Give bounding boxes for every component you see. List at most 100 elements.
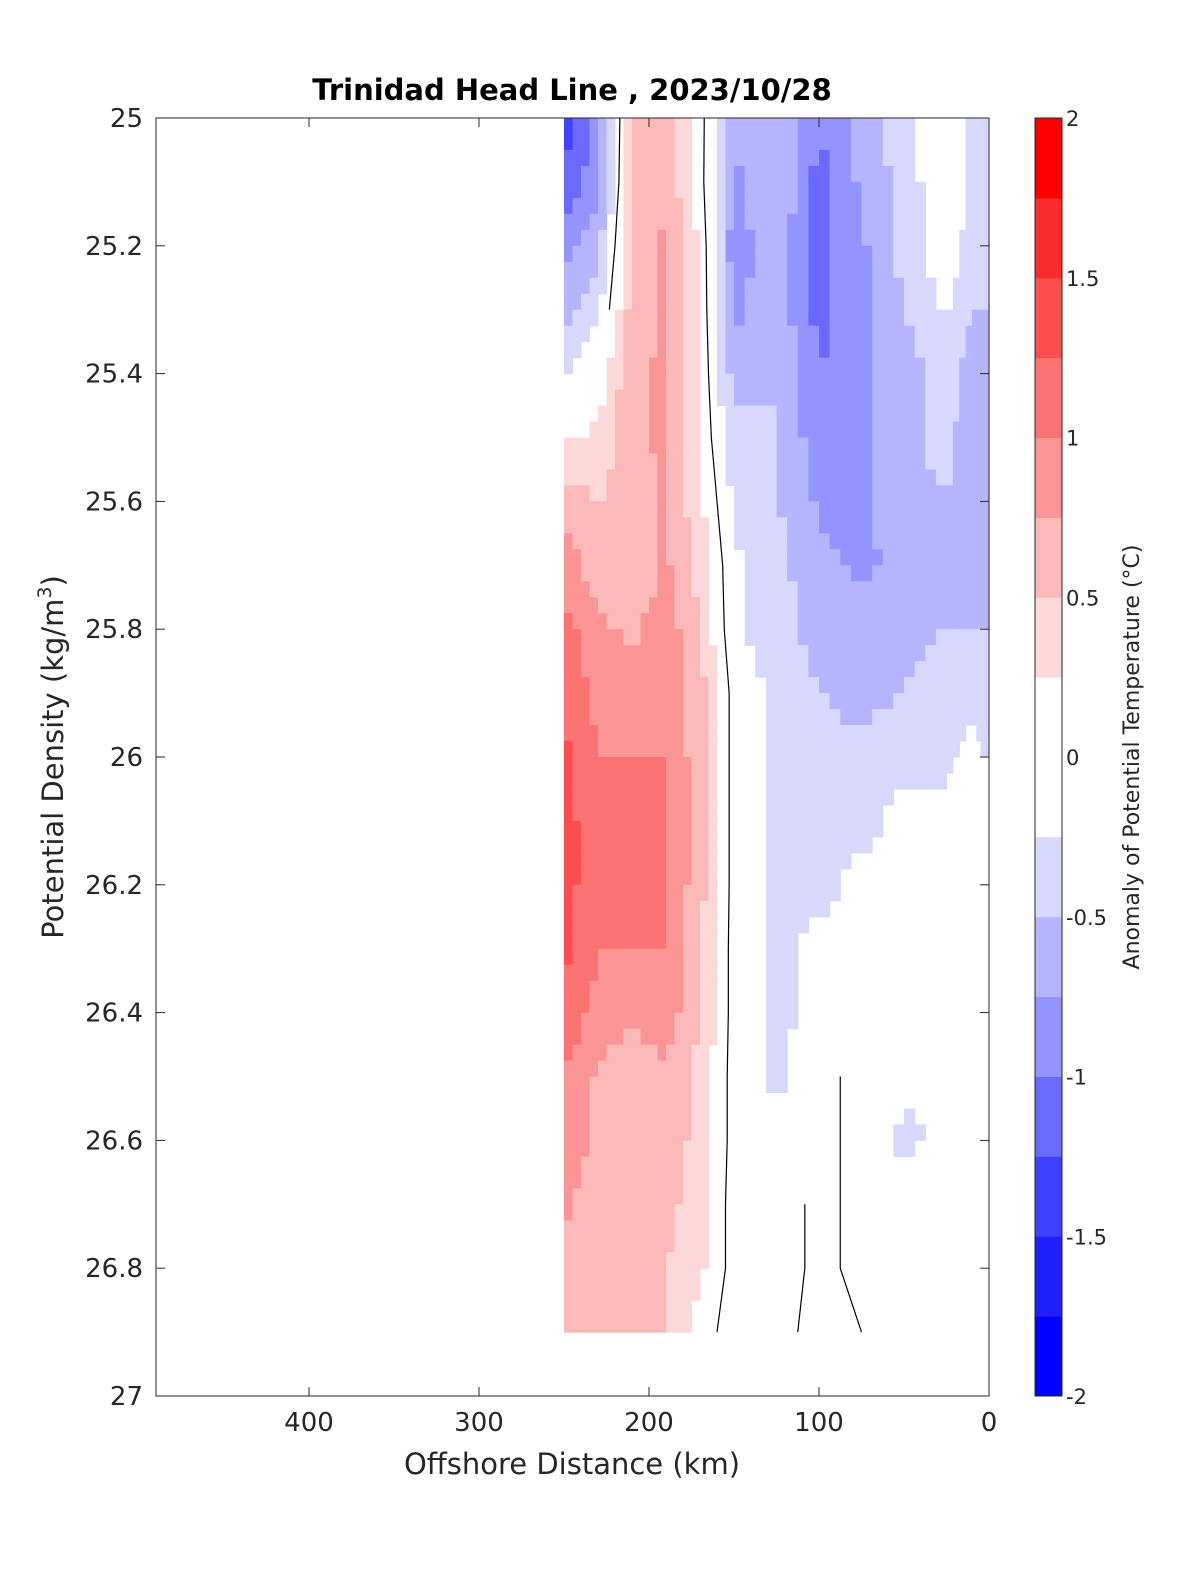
contour-cell bbox=[598, 836, 608, 854]
contour-cell bbox=[965, 421, 973, 439]
contour-cell bbox=[598, 118, 608, 135]
contour-cell bbox=[808, 725, 820, 742]
contour-cell bbox=[893, 629, 905, 646]
contour-cell bbox=[674, 1204, 684, 1221]
contour-cell bbox=[691, 916, 701, 934]
contour-cell bbox=[959, 421, 967, 439]
contour-cell bbox=[850, 133, 863, 151]
contour-cell bbox=[904, 405, 916, 423]
contour-cell bbox=[787, 229, 799, 247]
contour-cell bbox=[872, 341, 884, 359]
contour-cell bbox=[572, 165, 582, 183]
contour-cell bbox=[959, 261, 967, 279]
contour-cell bbox=[598, 1172, 608, 1189]
contour-cell bbox=[572, 884, 582, 902]
contour-cell bbox=[649, 741, 659, 758]
contour-cell bbox=[861, 405, 873, 423]
contour-cell bbox=[965, 389, 973, 407]
contour-cell bbox=[564, 293, 574, 311]
contour-cell bbox=[700, 1028, 710, 1046]
contour-cell bbox=[980, 581, 986, 598]
contour-cell bbox=[640, 1108, 650, 1126]
contour-cell bbox=[683, 517, 693, 534]
contour-cell bbox=[744, 437, 756, 455]
contour-cell bbox=[632, 820, 642, 838]
contour-cell bbox=[976, 501, 982, 518]
contour-cell bbox=[674, 1012, 684, 1030]
contour-cell bbox=[657, 741, 667, 758]
contour-cell bbox=[725, 261, 735, 279]
contour-cell bbox=[589, 565, 599, 582]
contour-cell bbox=[589, 437, 599, 455]
contour-cell bbox=[925, 709, 937, 726]
contour-cell bbox=[564, 1316, 574, 1333]
contour-cell bbox=[872, 469, 884, 487]
contour-cell bbox=[872, 565, 884, 582]
contour-cell bbox=[734, 437, 746, 455]
contour-cell bbox=[700, 996, 710, 1014]
contour-cell bbox=[606, 1236, 616, 1253]
contour-cell bbox=[734, 389, 746, 407]
contour-cell bbox=[872, 437, 884, 455]
contour-cell bbox=[925, 549, 937, 566]
contour-cell bbox=[840, 133, 852, 151]
contour-cell bbox=[959, 501, 967, 518]
contour-cell bbox=[755, 213, 767, 231]
contour-cell bbox=[829, 661, 841, 678]
contour-cell bbox=[840, 357, 852, 375]
contour-cell bbox=[872, 693, 884, 710]
contour-cell bbox=[623, 405, 633, 423]
contour-cell bbox=[598, 437, 608, 455]
contour-cell bbox=[657, 948, 667, 966]
contour-cell bbox=[598, 804, 608, 822]
contour-cell bbox=[657, 1284, 667, 1301]
contour-cell bbox=[935, 677, 948, 694]
contour-cell bbox=[914, 772, 926, 790]
contour-cell bbox=[914, 261, 926, 279]
contour-cell bbox=[776, 469, 788, 487]
contour-cell bbox=[787, 405, 799, 423]
contour-cell bbox=[657, 964, 667, 982]
contour-cell bbox=[976, 453, 982, 471]
contour-cell bbox=[808, 772, 820, 790]
contour-cell bbox=[674, 836, 684, 854]
contour-cell bbox=[946, 629, 954, 646]
contour-cell bbox=[850, 725, 863, 742]
contour-cell bbox=[674, 421, 684, 439]
contour-cell bbox=[700, 980, 710, 998]
contour-cell bbox=[623, 757, 633, 774]
contour-cell bbox=[829, 820, 841, 838]
contour-cell bbox=[744, 613, 756, 630]
contour-cell bbox=[893, 533, 905, 550]
contour-cell bbox=[598, 613, 608, 630]
contour-cell bbox=[623, 868, 633, 886]
contour-cell bbox=[683, 677, 693, 694]
contour-cell bbox=[623, 1124, 633, 1141]
contour-cell bbox=[606, 980, 616, 998]
contour-cell bbox=[965, 629, 973, 646]
contour-cell bbox=[632, 629, 642, 646]
contour-cell bbox=[666, 900, 676, 918]
contour-cell bbox=[632, 133, 642, 151]
contour-cell bbox=[623, 1284, 633, 1301]
contour-cell bbox=[691, 884, 701, 902]
contour-cell bbox=[755, 581, 767, 598]
contour-cell bbox=[787, 836, 799, 854]
contour-cell bbox=[615, 1028, 625, 1046]
contour-cell bbox=[808, 757, 820, 774]
contour-cell bbox=[861, 181, 873, 199]
contour-cell bbox=[657, 693, 667, 710]
contour-cell bbox=[649, 133, 659, 151]
contour-cell bbox=[976, 533, 982, 550]
contour-cell bbox=[882, 437, 894, 455]
contour-cell bbox=[861, 597, 873, 614]
contour-cell bbox=[632, 1236, 642, 1253]
contour-cell bbox=[765, 565, 778, 582]
contour-cell bbox=[666, 469, 676, 487]
contour-cell bbox=[829, 118, 841, 135]
contour-cell bbox=[581, 485, 591, 502]
contour-cell bbox=[850, 613, 863, 630]
contour-cell bbox=[972, 421, 977, 439]
contour-cell bbox=[615, 932, 625, 950]
contour-cell bbox=[725, 277, 735, 295]
